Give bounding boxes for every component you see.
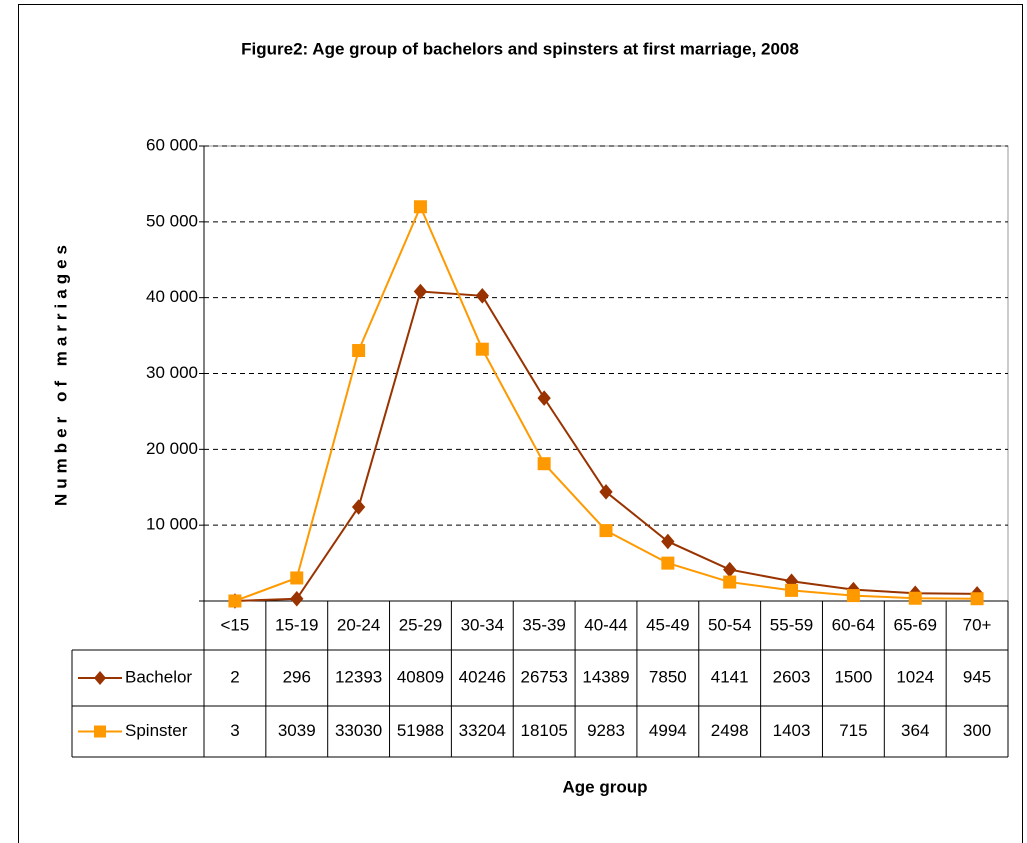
point [723,575,737,589]
table-value: 300 [963,721,991,740]
x-tick-label: 35-39 [522,615,565,634]
x-tick-label: 20-24 [337,615,380,634]
y-tick-label: 10 000 [146,515,198,534]
table-value: 4994 [649,721,687,740]
x-tick-label: 45-49 [646,615,689,634]
table-value: 14389 [582,667,629,686]
point [413,283,428,300]
y-tick-label: 40 000 [146,287,198,306]
chart-border [18,4,1023,843]
legend-marker [94,725,106,738]
table-value: 18105 [521,721,568,740]
point [351,499,366,515]
x-axis-title: Age group [563,777,648,796]
table-value: 33030 [335,721,382,740]
x-tick-label: 40-44 [584,615,627,634]
point [290,571,304,585]
table-value: 1500 [834,667,872,686]
y-tick-label: 50 000 [146,211,198,230]
point [661,533,675,550]
point [290,590,304,607]
table-value: 51988 [397,721,444,740]
table-value: 7850 [649,667,687,686]
table-value: 364 [901,721,929,740]
x-tick-label: 30-34 [461,615,504,634]
table-value: 2498 [711,721,749,740]
point [846,589,860,603]
table-value: 2 [230,667,239,686]
point [413,200,427,214]
table-value: 296 [283,667,311,686]
point [475,342,489,356]
y-tick-label: 30 000 [146,363,198,382]
y-tick-label: 60 000 [146,135,198,154]
point [908,591,922,605]
point [970,592,984,606]
x-tick-label: 65-69 [893,615,936,634]
point [228,594,242,608]
table-value: 715 [839,721,867,740]
table-value: 1403 [773,721,811,740]
point [599,484,613,500]
table-value: 1024 [896,667,934,686]
y-axis-title: Number of marriages [51,240,70,506]
legend-marker [94,671,106,685]
table-value: 945 [963,667,991,686]
chart-title: Figure2: Age group of bachelors and spin… [241,39,799,58]
x-tick-label: 60-64 [832,615,875,634]
point [475,288,489,304]
x-tick-label: <15 [221,615,250,634]
table-value: 40809 [397,667,444,686]
x-tick-label: 15-19 [275,615,318,634]
table-value: 2603 [773,667,811,686]
x-tick-label: 25-29 [399,615,442,634]
point [537,390,551,406]
y-tick-label: 20 000 [146,439,198,458]
x-tick-label: 50-54 [708,615,751,634]
table-value: 3 [230,721,239,740]
x-tick-label: 70+ [963,615,992,634]
table-value: 40246 [459,667,506,686]
table-value: 4141 [711,667,749,686]
x-tick-label: 55-59 [770,615,813,634]
legend-label: Spinster [125,721,188,740]
table-value: 26753 [521,667,568,686]
table-value: 3039 [278,721,316,740]
legend-label: Bachelor [125,667,192,686]
point [661,556,675,570]
point [537,457,551,471]
table-value: 33204 [459,721,506,740]
point [599,524,613,538]
table-value: 12393 [335,667,382,686]
table-value: 9283 [587,721,625,740]
point [352,344,366,358]
point [785,583,799,597]
